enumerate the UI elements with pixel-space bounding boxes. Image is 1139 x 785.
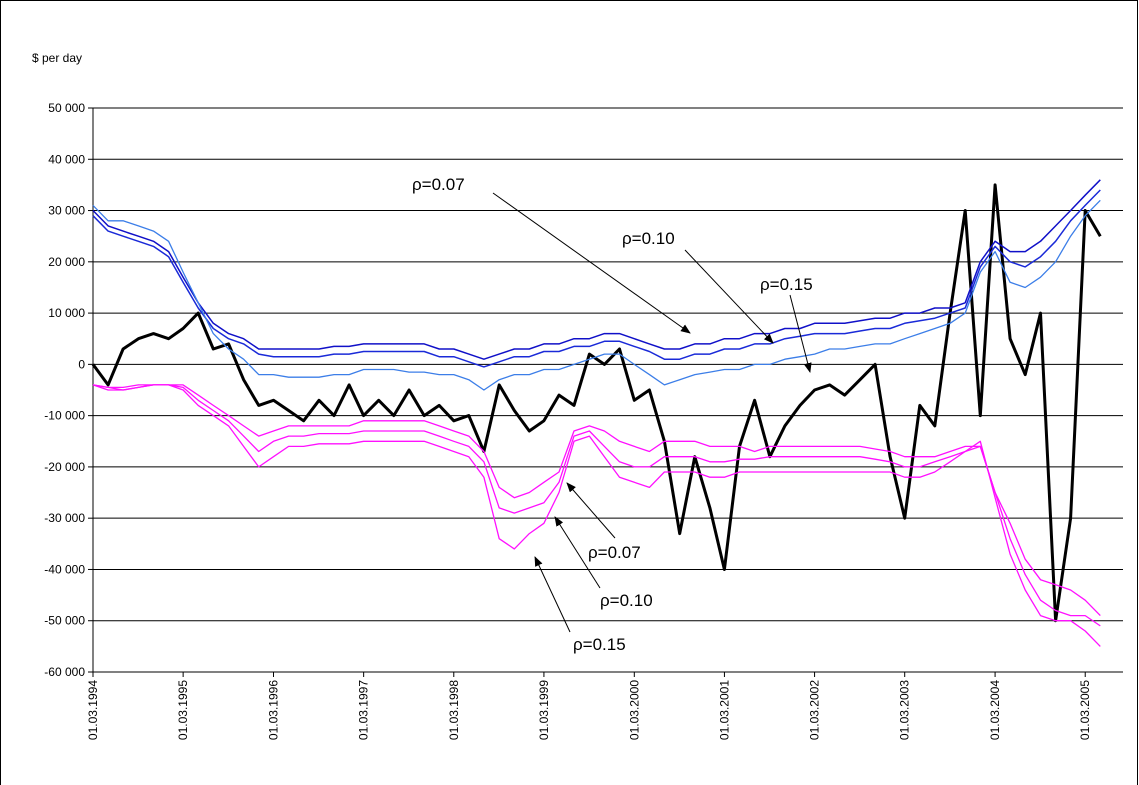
x-tick-label: 01.03.2001 bbox=[717, 680, 731, 740]
annotation-arrow bbox=[554, 516, 601, 589]
y-tick-label: 0 bbox=[78, 357, 85, 371]
annotation: ρ=0.15 bbox=[760, 275, 813, 294]
y-tick-label: -40 000 bbox=[44, 562, 85, 576]
x-tick-label: 01.03.1997 bbox=[357, 680, 371, 740]
annotation-arrow bbox=[492, 192, 691, 334]
x-tick-label: 01.03.1996 bbox=[267, 680, 281, 740]
x-tick-label: 01.03.1998 bbox=[447, 680, 461, 740]
y-tick-label: 40 000 bbox=[48, 152, 85, 166]
y-tick-label: 10 000 bbox=[48, 306, 85, 320]
annotation-arrow bbox=[566, 482, 616, 539]
series-line bbox=[91, 183, 1102, 623]
series-line bbox=[92, 189, 1101, 368]
x-tick-label: 01.03.2003 bbox=[898, 680, 912, 740]
series-line bbox=[92, 384, 1101, 617]
annotation-arrow bbox=[684, 249, 774, 344]
x-tick-label: 01.03.2005 bbox=[1078, 680, 1092, 740]
series-line bbox=[92, 384, 1101, 627]
y-tick-label: -10 000 bbox=[44, 409, 85, 423]
x-tick-label: 01.03.2002 bbox=[808, 680, 822, 740]
y-tick-label: -50 000 bbox=[44, 614, 85, 628]
x-tick-label: 01.03.2000 bbox=[627, 680, 641, 740]
y-tick-label: -60 000 bbox=[44, 665, 85, 679]
annotation: ρ=0.10 bbox=[600, 591, 653, 610]
y-axis-label: $ per day bbox=[32, 51, 82, 65]
x-tick-label: 01.03.2004 bbox=[988, 680, 1002, 740]
series-line bbox=[92, 384, 1101, 647]
annotation: ρ=0.15 bbox=[573, 635, 626, 654]
series-line bbox=[92, 199, 1101, 391]
annotation: ρ=0.10 bbox=[622, 229, 675, 248]
annotation: ρ=0.07 bbox=[588, 543, 641, 562]
annotation: ρ=0.07 bbox=[412, 175, 465, 194]
y-tick-label: 30 000 bbox=[48, 204, 85, 218]
x-tick-label: 01.03.1995 bbox=[176, 680, 190, 740]
x-tick-label: 01.03.1999 bbox=[537, 680, 551, 740]
series-line bbox=[92, 179, 1101, 360]
y-tick-label: -30 000 bbox=[44, 511, 85, 525]
x-tick-label: 01.03.1994 bbox=[86, 680, 100, 740]
y-tick-label: 50 000 bbox=[48, 101, 85, 115]
annotation-arrow bbox=[789, 294, 812, 373]
y-tick-label: -20 000 bbox=[44, 460, 85, 474]
y-tick-label: 20 000 bbox=[48, 255, 85, 269]
annotation-arrow bbox=[534, 556, 571, 633]
